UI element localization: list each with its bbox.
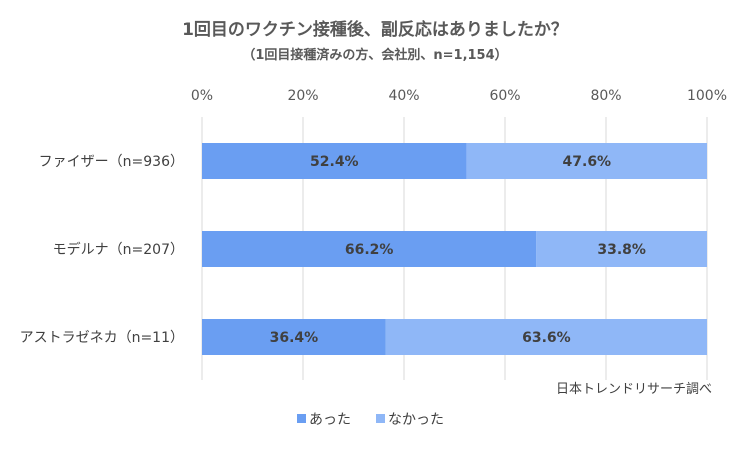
data-label: 47.6% bbox=[563, 154, 612, 170]
bar-segment bbox=[202, 143, 467, 179]
x-tick-label: 100% bbox=[687, 88, 727, 104]
bar-segment bbox=[466, 143, 707, 179]
data-label: 52.4% bbox=[310, 154, 359, 170]
x-tick-labels: 0% 20% 40% 60% 80% 100% bbox=[191, 88, 727, 104]
legend-label: なかった bbox=[388, 412, 444, 428]
legend: あった なかった bbox=[297, 412, 444, 428]
legend-swatch bbox=[297, 414, 306, 423]
x-tick-label: 0% bbox=[191, 88, 213, 104]
bar-segment bbox=[536, 231, 707, 267]
x-tick-label: 60% bbox=[489, 88, 520, 104]
legend-label: あった bbox=[309, 412, 351, 428]
bar-segment bbox=[202, 319, 386, 355]
data-label: 36.4% bbox=[270, 330, 319, 346]
legend-swatch bbox=[376, 414, 385, 423]
category-label: モデルナ（n=207） bbox=[53, 241, 184, 258]
x-tick-label: 80% bbox=[590, 88, 621, 104]
bar-segment bbox=[202, 231, 537, 267]
data-label: 63.6% bbox=[522, 330, 571, 346]
data-label: 66.2% bbox=[345, 242, 394, 258]
x-tick-label: 20% bbox=[287, 88, 318, 104]
category-labels: ファイザー（n=936） モデルナ（n=207） アストラゼネカ（n=11） bbox=[20, 154, 184, 346]
chart-title: 1回目のワクチン接種後、副反応はありましたか？ bbox=[182, 19, 568, 40]
data-label: 33.8% bbox=[597, 242, 646, 258]
bars: 52.4% 47.6% 66.2% 33.8% 36.4% 63.6% bbox=[202, 143, 707, 355]
chart-subtitle: （1回目接種済みの方、会社別、n=1,154） bbox=[242, 47, 507, 63]
category-label: アストラゼネカ（n=11） bbox=[20, 330, 184, 346]
category-label: ファイザー（n=936） bbox=[39, 154, 184, 170]
bar-segment bbox=[385, 319, 707, 355]
x-tick-label: 40% bbox=[388, 88, 419, 104]
source-note: 日本トレンドリサーチ調べ bbox=[556, 382, 712, 397]
